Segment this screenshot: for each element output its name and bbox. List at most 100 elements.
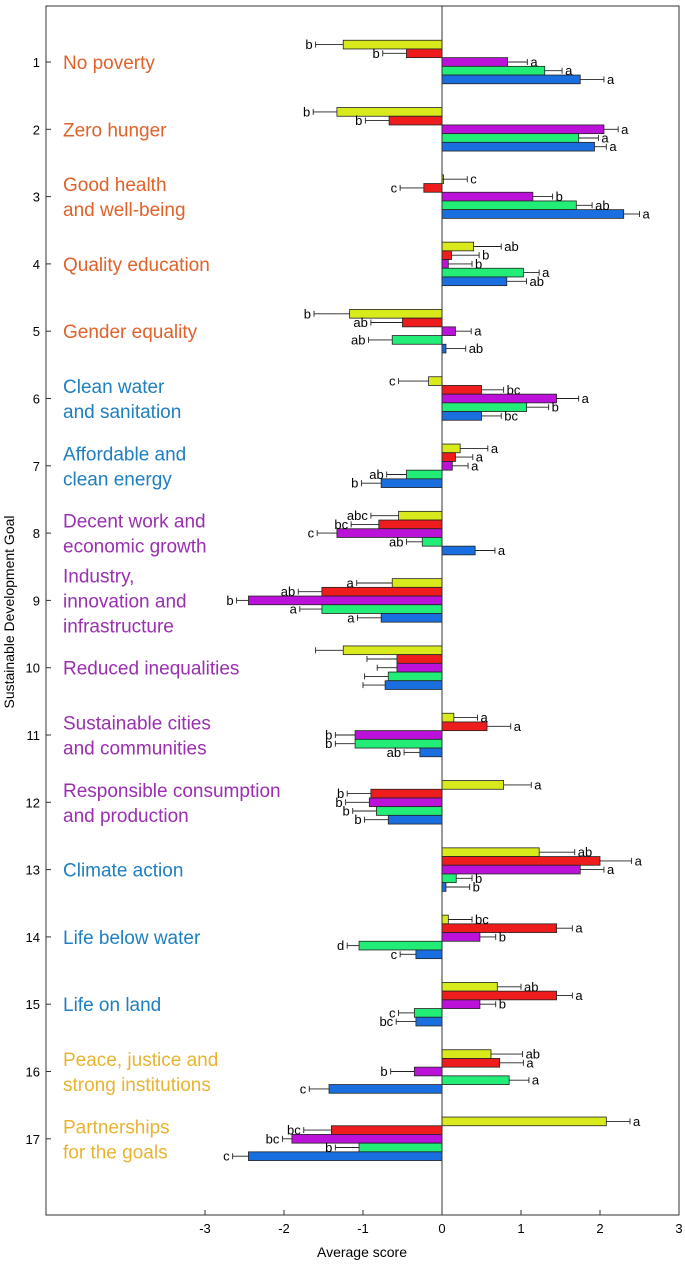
y-tick-label-15: 15	[26, 997, 40, 1012]
sig-label-goal-16-s1: ab	[526, 1047, 540, 1062]
sig-label-goal-13-s5: b	[473, 880, 480, 895]
bar-goal-2-s1	[336, 107, 443, 117]
y-tick-label-16: 16	[26, 1065, 40, 1080]
bar-goal-14-s3	[441, 932, 481, 942]
x-tick-label-1: 1	[517, 1221, 524, 1236]
sig-label-goal-12-s3: b	[335, 795, 342, 810]
sig-label-goal-7-s2: a	[476, 450, 484, 465]
goal-label-10-line-1: Reduced inequalities	[63, 659, 239, 680]
significance-labels-layer: bbaaabbaaaccbabaabbbaabbabaababcbcabbcaa…	[223, 37, 650, 1164]
error-bars-layer	[232, 41, 640, 1160]
bar-goal-3-s3	[441, 191, 534, 202]
bar-goal-11-s5	[419, 747, 443, 758]
sig-label-goal-11-s3: b	[325, 728, 332, 743]
bar-goal-7-s1	[441, 443, 461, 454]
sig-label-goal-8-s2: bc	[334, 517, 348, 532]
bar-goal-10-s5	[384, 680, 443, 690]
sig-label-goal-11-s5: ab	[387, 745, 401, 760]
bar-goal-2-s5	[441, 141, 595, 152]
goal-label-14-line-1: Life below water	[63, 928, 201, 949]
sig-label-goal-3-s2: c	[391, 180, 398, 195]
goal-label-3-line-1: Good health	[63, 175, 167, 196]
bar-goal-9-s1	[391, 578, 443, 588]
sig-label-goal-15-s2: a	[575, 988, 583, 1003]
sig-label-goal-7-s4: ab	[369, 467, 383, 482]
bar-goal-12-s3	[368, 797, 443, 808]
x-tick-label-0: 0	[438, 1221, 445, 1236]
bar-goal-11-s1	[441, 712, 455, 723]
bar-goal-2-s4	[441, 133, 580, 143]
sig-label-goal-2-s3: a	[621, 122, 629, 137]
bar-goal-17-s5	[248, 1151, 443, 1161]
sig-label-goal-2-s2: b	[355, 113, 362, 128]
goal-label-5-line-1: Gender equality	[63, 322, 198, 343]
goal-label-9-line-3: infrastructure	[63, 616, 174, 637]
sig-label-goal-17-s1: a	[633, 1114, 641, 1129]
sig-label-goal-6-s1: c	[389, 374, 396, 389]
y-tick-label-3: 3	[33, 190, 40, 205]
bar-goal-5-s5	[441, 343, 447, 354]
y-tick-label-9: 9	[33, 593, 40, 608]
goal-label-8-line-2: economic growth	[63, 537, 207, 558]
y-tick-label-8: 8	[33, 526, 40, 541]
sig-label-goal-3-s3: b	[556, 189, 563, 204]
sig-label-goal-17-s5: c	[223, 1149, 230, 1164]
bar-goal-1-s5	[441, 74, 581, 85]
sig-label-goal-16-s4: a	[532, 1073, 540, 1088]
goal-label-11-line-2: and communities	[63, 739, 207, 760]
bar-goal-16-s2	[441, 1058, 501, 1068]
sig-label-goal-9-s3: b	[226, 593, 233, 608]
bar-goal-14-s1	[441, 914, 449, 925]
sig-label-goal-4-s4: a	[542, 265, 550, 280]
y-tick-label-7: 7	[33, 459, 40, 474]
bar-goal-6-s1	[428, 376, 443, 386]
goal-label-4-line-1: Quality education	[63, 255, 210, 276]
bar-goal-10-s3	[396, 662, 443, 673]
bar-goal-13-s1	[441, 847, 540, 857]
sig-label-goal-12-s1: a	[534, 777, 542, 792]
sig-label-goal-5-s4: ab	[351, 332, 365, 347]
sig-label-goal-1-s3: a	[530, 55, 538, 70]
goal-label-11-line-1: Sustainable cities	[63, 714, 211, 735]
x-tick-label--1: -1	[357, 1221, 369, 1236]
bar-goal-8-s2	[378, 519, 443, 530]
bar-goal-6-s2	[441, 385, 482, 395]
sig-label-goal-6-s3: a	[582, 391, 590, 406]
bar-goal-8-s5	[441, 545, 476, 556]
sig-label-goal-8-s3: c	[308, 526, 315, 541]
sig-label-goal-1-s5: a	[607, 72, 615, 87]
goal-label-8-line-1: Decent work and	[63, 512, 206, 533]
bar-goal-1-s4	[441, 65, 546, 76]
sig-label-goal-17-s4: b	[325, 1140, 332, 1155]
sig-label-goal-9-s4: a	[290, 602, 298, 617]
sig-label-goal-12-s2: b	[337, 786, 344, 801]
bar-goal-1-s3	[441, 57, 508, 67]
sig-label-goal-1-s2: b	[373, 46, 380, 61]
sig-label-goal-13-s4: b	[475, 871, 482, 886]
sig-label-goal-16-s5: c	[300, 1081, 307, 1096]
sig-label-goal-11-s1: a	[481, 710, 489, 725]
bar-goal-14-s5	[415, 949, 443, 960]
goal-label-2-line-1: Zero hunger	[63, 120, 167, 141]
bar-goal-9-s3	[248, 595, 443, 606]
x-tick-label--3: -3	[199, 1221, 211, 1236]
goal-label-7-line-1: Affordable and	[63, 444, 186, 465]
sig-label-goal-17-s2: bc	[287, 1123, 301, 1138]
goal-label-17-line-1: Partnerships	[63, 1117, 170, 1138]
bar-goal-15-s3	[441, 999, 481, 1009]
bar-goal-4-s5	[441, 276, 508, 287]
goal-label-16-line-2: strong institutions	[63, 1075, 211, 1096]
sig-label-goal-15-s1: ab	[524, 979, 538, 994]
y-tick-label-13: 13	[26, 863, 40, 878]
bar-goal-7-s3	[441, 461, 453, 471]
sig-label-goal-3-s4: ab	[595, 198, 609, 213]
bar-goal-12-s5	[387, 814, 443, 825]
bar-goal-15-s4	[413, 1008, 443, 1018]
sig-label-goal-8-s1: abc	[347, 508, 368, 523]
bar-goal-15-s5	[415, 1016, 443, 1027]
bar-goal-10-s1	[342, 645, 443, 656]
sig-label-goal-14-s1: bc	[475, 912, 489, 927]
goal-label-16-line-1: Peace, justice and	[63, 1050, 218, 1071]
bar-goal-11-s3	[354, 730, 443, 740]
